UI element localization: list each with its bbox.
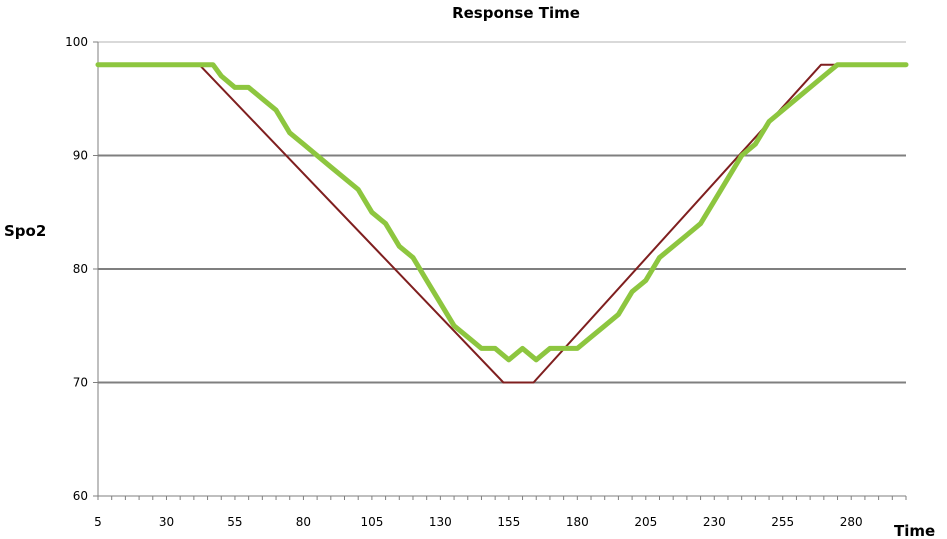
x-tick-label: 230 xyxy=(703,515,726,529)
x-tick-label: 5 xyxy=(94,515,102,529)
tick-labels: 60 70 80 90 100 5 30 55 80 105 130 155 180 205 230 255 2… xyxy=(65,35,863,529)
x-tick-label: 80 xyxy=(296,515,311,529)
chart-title: Response Time xyxy=(452,4,580,22)
y-tick-label: 60 xyxy=(73,489,88,503)
x-tick-label: 155 xyxy=(497,515,520,529)
x-tick-label: 130 xyxy=(429,515,452,529)
series-line-reference xyxy=(198,63,907,384)
series-line-measured xyxy=(95,62,909,363)
x-tick-label: 30 xyxy=(159,515,174,529)
gridlines xyxy=(98,41,906,384)
x-tick-label: 255 xyxy=(771,515,794,529)
y-tick-label: 80 xyxy=(73,262,88,276)
x-tick-label: 55 xyxy=(227,515,242,529)
y-tick-label: 90 xyxy=(73,149,88,163)
series-lines xyxy=(95,62,909,384)
y-tick-label: 100 xyxy=(65,35,88,49)
y-axis-title: Spo2 xyxy=(4,222,46,240)
x-tick-label: 205 xyxy=(634,515,657,529)
axes xyxy=(93,41,907,500)
x-tick-label: 280 xyxy=(840,515,863,529)
x-tick-label: 105 xyxy=(360,515,383,529)
x-axis-title: Time xyxy=(894,522,935,539)
y-tick-label: 70 xyxy=(73,376,88,390)
x-tick-label: 180 xyxy=(566,515,589,529)
